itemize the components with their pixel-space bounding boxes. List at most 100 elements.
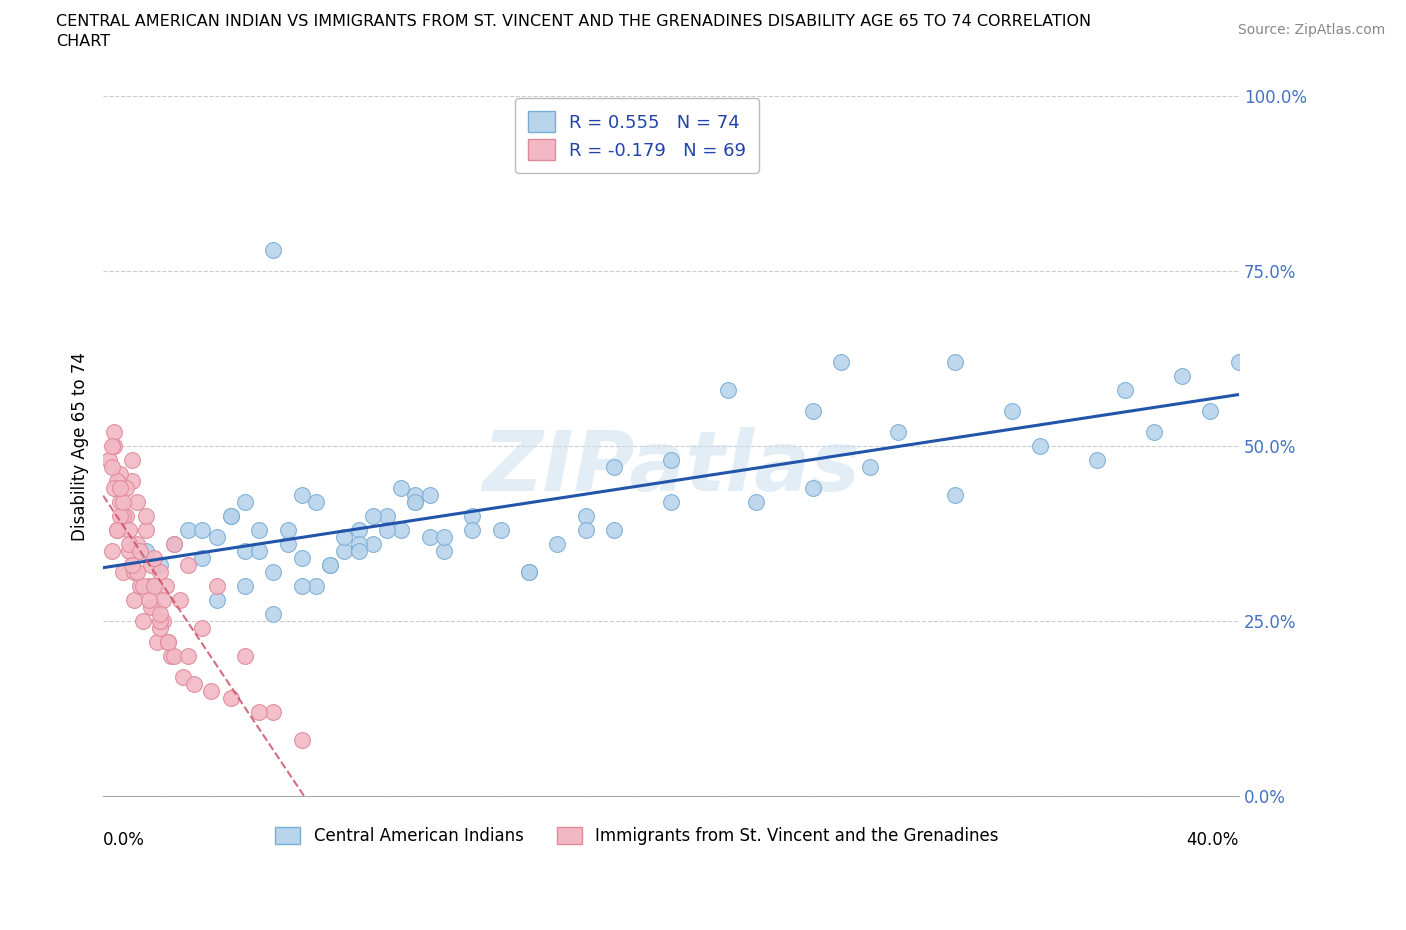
Point	[135, 523, 157, 538]
Point	[143, 600, 166, 615]
Point	[149, 565, 172, 579]
Point	[305, 495, 328, 510]
Point	[319, 558, 342, 573]
Point	[132, 578, 155, 593]
Point	[108, 495, 131, 510]
Point	[100, 459, 122, 474]
Point	[124, 592, 146, 607]
Point	[801, 481, 824, 496]
Point	[121, 473, 143, 488]
Point	[1085, 453, 1108, 468]
Point	[163, 537, 186, 551]
Point	[160, 649, 183, 664]
Point	[830, 355, 852, 370]
Point	[404, 488, 426, 503]
Point	[146, 634, 169, 649]
Point	[404, 495, 426, 510]
Point	[291, 551, 314, 565]
Point	[105, 473, 128, 488]
Point	[100, 439, 122, 454]
Point	[361, 537, 384, 551]
Point	[333, 530, 356, 545]
Point	[138, 578, 160, 593]
Point	[291, 488, 314, 503]
Point	[127, 537, 149, 551]
Point	[277, 523, 299, 538]
Point	[205, 592, 228, 607]
Point	[1171, 369, 1194, 384]
Point	[172, 670, 194, 684]
Point	[149, 620, 172, 635]
Point	[361, 509, 384, 524]
Point	[118, 523, 141, 538]
Point	[347, 544, 370, 559]
Point	[103, 425, 125, 440]
Point	[135, 544, 157, 559]
Point	[247, 705, 270, 720]
Point	[118, 537, 141, 551]
Point	[152, 614, 174, 629]
Point	[177, 558, 200, 573]
Point	[887, 425, 910, 440]
Point	[127, 565, 149, 579]
Point	[419, 530, 441, 545]
Point	[1001, 404, 1024, 418]
Point	[517, 565, 540, 579]
Point	[127, 495, 149, 510]
Point	[291, 578, 314, 593]
Point	[111, 495, 134, 510]
Point	[108, 481, 131, 496]
Point	[943, 488, 966, 503]
Point	[103, 481, 125, 496]
Point	[135, 509, 157, 524]
Point	[375, 509, 398, 524]
Point	[129, 578, 152, 593]
Point	[105, 523, 128, 538]
Point	[233, 544, 256, 559]
Point	[233, 578, 256, 593]
Point	[141, 558, 163, 573]
Point	[219, 509, 242, 524]
Point	[277, 537, 299, 551]
Point	[1114, 383, 1136, 398]
Point	[129, 544, 152, 559]
Point	[319, 558, 342, 573]
Point	[155, 578, 177, 593]
Text: Source: ZipAtlas.com: Source: ZipAtlas.com	[1237, 23, 1385, 37]
Point	[103, 439, 125, 454]
Point	[603, 459, 626, 474]
Point	[575, 523, 598, 538]
Point	[247, 523, 270, 538]
Point	[1199, 404, 1222, 418]
Point	[200, 684, 222, 698]
Point	[149, 558, 172, 573]
Point	[263, 565, 285, 579]
Point	[111, 509, 134, 524]
Point	[433, 530, 456, 545]
Point	[152, 592, 174, 607]
Point	[433, 544, 456, 559]
Text: CHART: CHART	[56, 34, 110, 49]
Point	[233, 649, 256, 664]
Point	[191, 523, 214, 538]
Point	[141, 600, 163, 615]
Point	[108, 467, 131, 482]
Point	[163, 649, 186, 664]
Point	[347, 537, 370, 551]
Point	[177, 649, 200, 664]
Point	[163, 537, 186, 551]
Point	[389, 481, 412, 496]
Text: CENTRAL AMERICAN INDIAN VS IMMIGRANTS FROM ST. VINCENT AND THE GRENADINES DISABI: CENTRAL AMERICAN INDIAN VS IMMIGRANTS FR…	[56, 14, 1091, 29]
Point	[404, 495, 426, 510]
Point	[118, 544, 141, 559]
Point	[205, 530, 228, 545]
Point	[177, 523, 200, 538]
Point	[333, 544, 356, 559]
Text: 40.0%: 40.0%	[1187, 831, 1239, 849]
Point	[169, 592, 191, 607]
Point	[149, 606, 172, 621]
Point	[219, 691, 242, 706]
Point	[138, 592, 160, 607]
Point	[247, 544, 270, 559]
Point	[157, 634, 180, 649]
